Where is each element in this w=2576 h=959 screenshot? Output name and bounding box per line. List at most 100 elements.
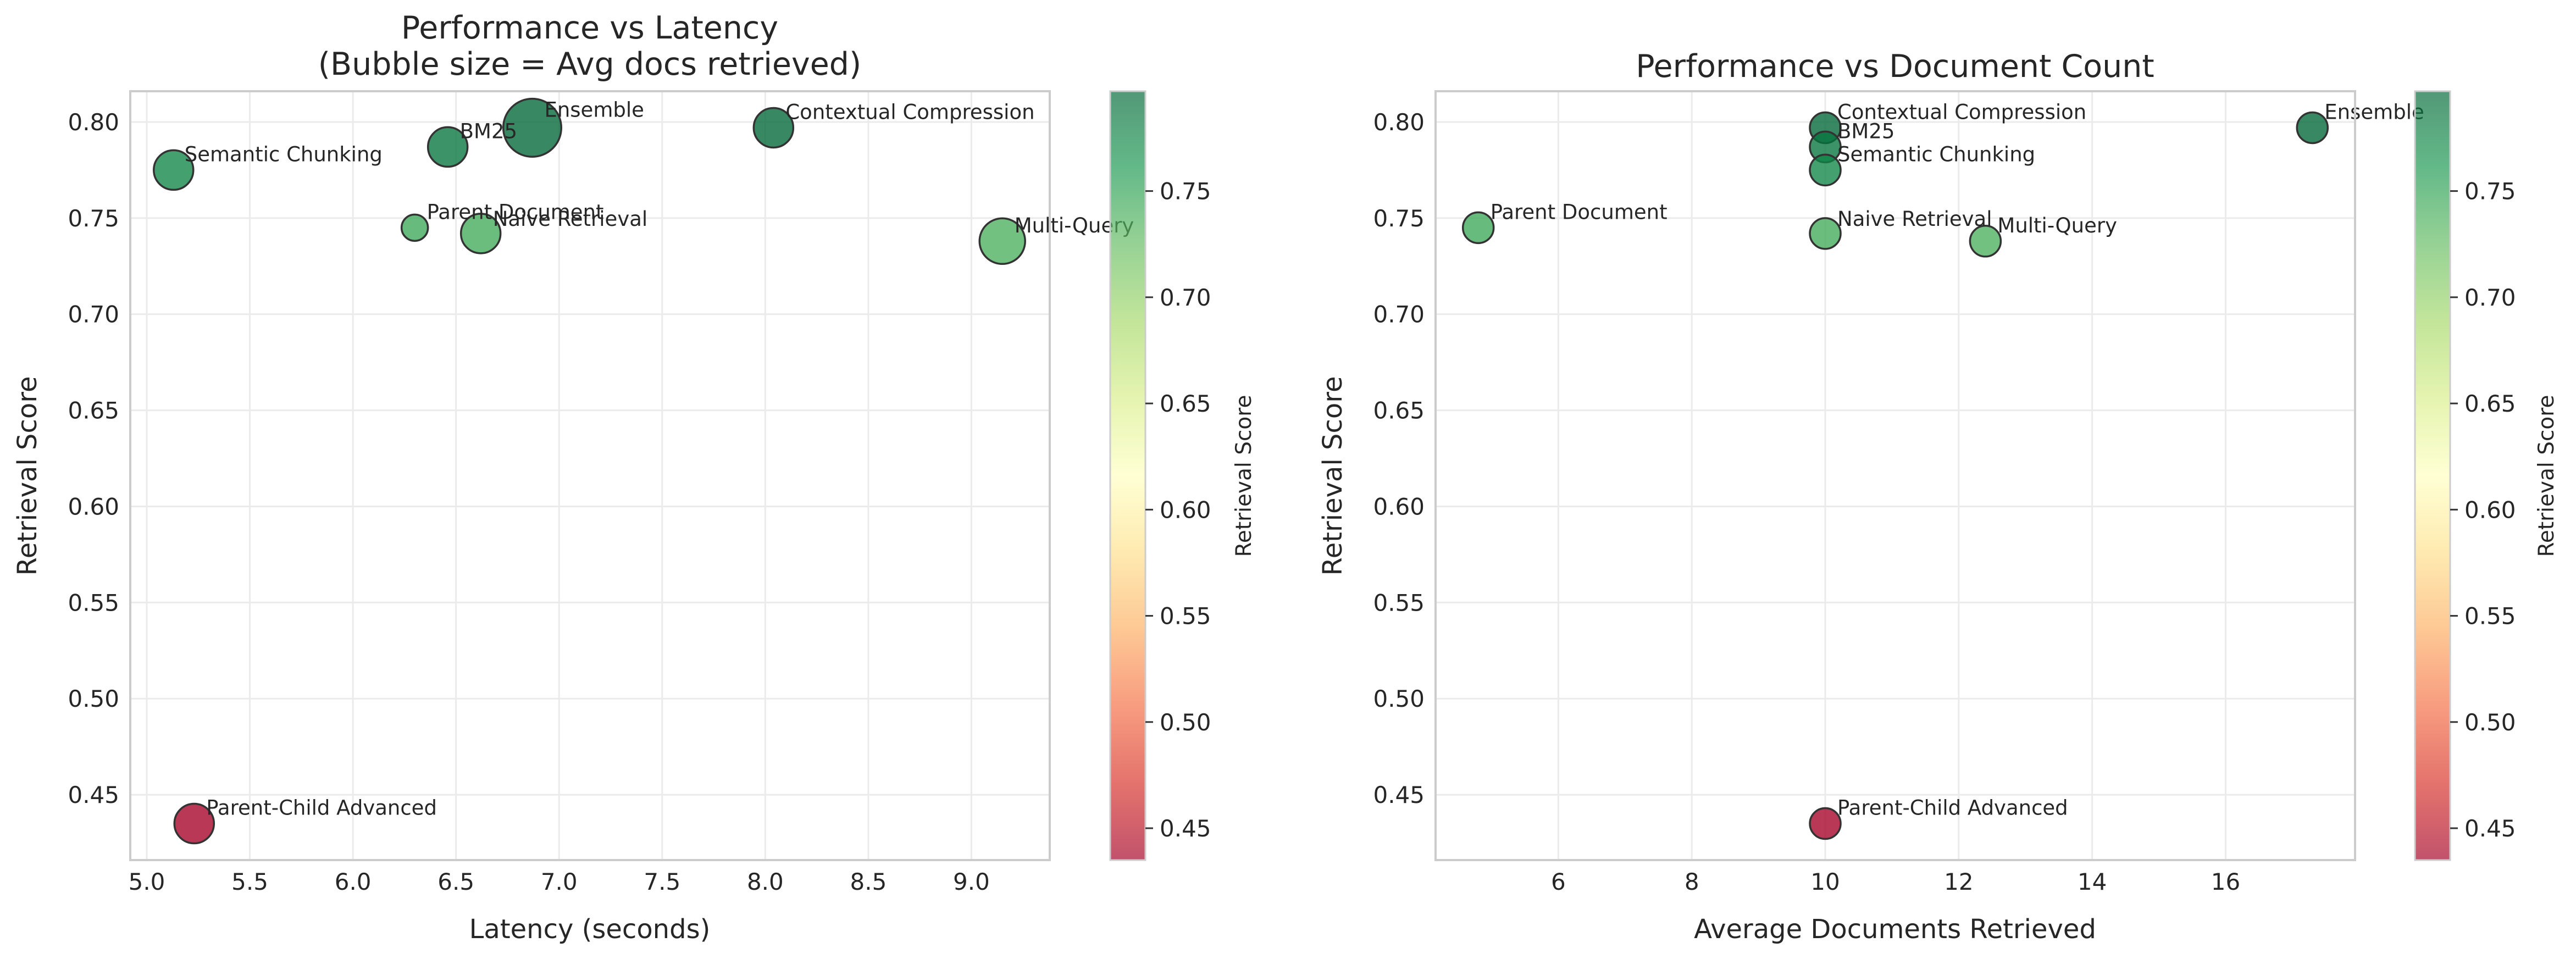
bubbles-left bbox=[153, 97, 1026, 845]
colorbar-frame-right bbox=[2414, 90, 2451, 861]
y-tick-label: 0.70 bbox=[1373, 301, 1425, 328]
colorbar-tick-label: 0.55 bbox=[2464, 603, 2516, 630]
colorbar-tick-label: 0.45 bbox=[1160, 815, 1211, 842]
y-tick-label: 0.45 bbox=[68, 781, 119, 808]
x-tick-label: 5.0 bbox=[129, 868, 165, 895]
colorbar-label-right: Retrieval Score bbox=[2534, 395, 2559, 557]
y-tick-label: 0.70 bbox=[68, 301, 119, 328]
annotation-semantic-chunking: Semantic Chunking bbox=[185, 142, 383, 166]
x-tick-label: 6 bbox=[1551, 868, 1566, 895]
bubble-parent-document bbox=[400, 213, 429, 242]
x-ticks-right: 6 8 10 12 14 16 bbox=[1551, 868, 2240, 895]
annotation-parent-child-advanced: Parent-Child Advanced bbox=[206, 796, 437, 820]
x-tick-label: 7.5 bbox=[644, 868, 680, 895]
annotation-contextual-compression: Contextual Compression bbox=[785, 100, 1034, 124]
annotation-parent-document: Parent Document bbox=[427, 200, 604, 224]
annotation-bm25: BM25 bbox=[460, 119, 517, 143]
y-tick-label: 0.45 bbox=[1373, 781, 1425, 808]
x-tick-label: 6.5 bbox=[437, 868, 474, 895]
x-ticks-left: 5.0 5.5 6.0 6.5 7.0 7.5 8.0 8.5 9.0 bbox=[129, 868, 990, 895]
bubble-parent-child-advanced bbox=[173, 802, 215, 845]
chart-left: Performance vs Latency (Bubble size = Avg… bbox=[12, 10, 1256, 945]
chart-right: Performance vs Document Count Contextual… bbox=[1317, 48, 2559, 945]
y-tick-label: 0.60 bbox=[1373, 493, 1425, 520]
bubble-semantic-chunking bbox=[1809, 153, 1842, 187]
bubble-multi-query bbox=[978, 217, 1026, 265]
colorbar-right bbox=[2415, 91, 2450, 860]
colorbar-ticks-left: 0.45 0.50 0.55 0.60 0.65 0.70 0.75 bbox=[1145, 178, 1211, 842]
plot-frame-right bbox=[1434, 90, 2356, 861]
chart-title-left: Performance vs Latency (Bubble size = Avg… bbox=[318, 10, 861, 82]
colorbar-tick-label: 0.65 bbox=[2464, 390, 2516, 417]
annotation-bm25: BM25 bbox=[1837, 119, 1894, 143]
x-tick-label: 7.0 bbox=[541, 868, 578, 895]
annotation-semantic-chunking: Semantic Chunking bbox=[1837, 142, 2035, 166]
chart-title-right: Performance vs Document Count bbox=[1636, 48, 2154, 85]
bubble-parent-child-advanced bbox=[1809, 807, 1842, 840]
annotations-left: Semantic Chunking BM25 Ensemble Contextual … bbox=[185, 98, 1134, 819]
colorbar-label-left: Retrieval Score bbox=[1232, 395, 1256, 557]
colorbar-tick-label: 0.50 bbox=[1160, 709, 1211, 736]
y-tick-label: 0.65 bbox=[68, 397, 119, 424]
x-tick-label: 10 bbox=[1810, 868, 1840, 895]
bubble-parent-document bbox=[1461, 211, 1495, 245]
y-tick-label: 0.60 bbox=[68, 493, 119, 520]
colorbar-tick-label: 0.75 bbox=[1160, 178, 1211, 205]
gridlines-left bbox=[130, 91, 1050, 860]
x-tick-label: 16 bbox=[2211, 868, 2240, 895]
x-axis-label-right: Average Documents Retrieved bbox=[1694, 914, 2096, 945]
y-axis-label-right: Retrieval Score bbox=[1317, 376, 1348, 576]
bubble-contextual-compression bbox=[752, 107, 795, 149]
y-tick-label: 0.80 bbox=[68, 109, 119, 136]
annotation-multi-query: Multi-Query bbox=[1997, 214, 2117, 237]
annotation-parent-document: Parent Document bbox=[1491, 200, 1668, 224]
annotation-ensemble: Ensemble bbox=[2324, 100, 2424, 124]
colorbar-tick-label: 0.50 bbox=[2464, 709, 2516, 736]
y-tick-label: 0.80 bbox=[1373, 109, 1425, 136]
bubble-ensemble bbox=[2296, 111, 2329, 145]
x-tick-label: 9.0 bbox=[953, 868, 990, 895]
x-tick-label: 12 bbox=[1944, 868, 1973, 895]
bubble-multi-query bbox=[1969, 225, 2002, 258]
x-tick-label: 5.5 bbox=[231, 868, 268, 895]
y-tick-label: 0.55 bbox=[68, 589, 119, 616]
y-tick-label: 0.75 bbox=[68, 205, 119, 232]
bubble-naive-retrieval bbox=[459, 213, 502, 254]
colorbar-tick-label: 0.60 bbox=[2464, 496, 2516, 523]
bubble-naive-retrieval bbox=[1809, 217, 1842, 250]
y-tick-label: 0.50 bbox=[68, 685, 119, 712]
annotation-ensemble: Ensemble bbox=[544, 98, 644, 121]
y-tick-label: 0.55 bbox=[1373, 589, 1425, 616]
colorbar-tick-label: 0.65 bbox=[1160, 390, 1211, 417]
colorbar-tick-label: 0.75 bbox=[2464, 178, 2516, 205]
y-tick-label: 0.65 bbox=[1373, 397, 1425, 424]
colorbar-tick-label: 0.70 bbox=[2464, 284, 2516, 311]
x-tick-label: 8 bbox=[1685, 868, 1699, 895]
x-tick-label: 8.0 bbox=[747, 868, 784, 895]
bubble-bm25 bbox=[426, 126, 469, 168]
colorbar-ticks-right: 0.45 0.50 0.55 0.60 0.65 0.70 0.75 bbox=[2450, 178, 2516, 842]
y-ticks-left: 0.45 0.50 0.55 0.60 0.65 0.70 0.75 0.80 bbox=[68, 109, 119, 808]
bubble-ensemble bbox=[502, 97, 563, 158]
plot-frame-left bbox=[129, 90, 1051, 861]
y-tick-label: 0.75 bbox=[1373, 205, 1425, 232]
y-tick-label: 0.50 bbox=[1373, 685, 1425, 712]
annotation-naive-retrieval: Naive Retrieval bbox=[1837, 207, 1992, 231]
colorbar-frame-left bbox=[1109, 90, 1146, 861]
colorbar-tick-label: 0.45 bbox=[2464, 815, 2516, 842]
colorbar-tick-label: 0.70 bbox=[1160, 284, 1211, 311]
annotation-parent-child-advanced: Parent-Child Advanced bbox=[1837, 796, 2068, 820]
x-tick-label: 8.5 bbox=[850, 868, 887, 895]
x-axis-label-left: Latency (seconds) bbox=[469, 914, 711, 945]
bubble-semantic-chunking bbox=[153, 149, 195, 191]
annotation-naive-retrieval: Naive Retrieval bbox=[493, 207, 647, 231]
annotation-contextual-compression: Contextual Compression bbox=[1837, 100, 2086, 124]
x-tick-label: 14 bbox=[2078, 868, 2107, 895]
gridlines-right bbox=[1436, 91, 2355, 860]
x-tick-label: 6.0 bbox=[335, 868, 372, 895]
colorbar-left bbox=[1110, 91, 1145, 860]
colorbar-tick-label: 0.55 bbox=[1160, 603, 1211, 630]
y-axis-label-left: Retrieval Score bbox=[12, 376, 43, 576]
